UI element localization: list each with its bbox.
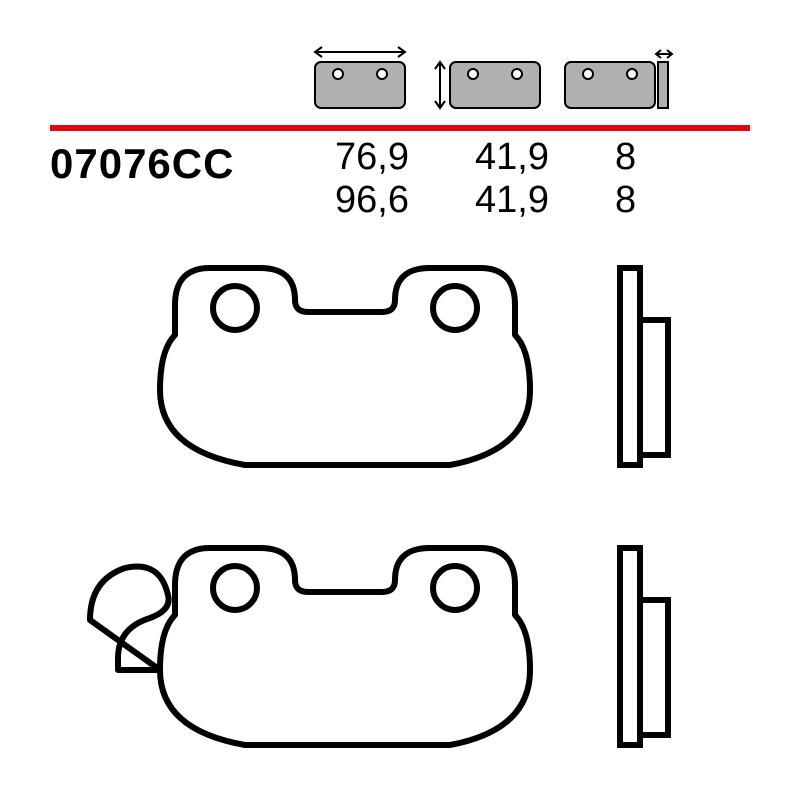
dim-width-2: 96,6 (335, 179, 475, 222)
dim-thick-2: 8 (615, 179, 675, 222)
dim-thick-1: 8 (615, 136, 675, 179)
pad-top-front (160, 268, 530, 465)
table-row: 96,6 41,9 8 (335, 179, 675, 222)
table-row: 76,9 41,9 8 (335, 136, 675, 179)
pad-bottom-front (90, 548, 530, 745)
thickness-dimension-icon (560, 44, 680, 110)
part-number: 07076CC (50, 140, 234, 188)
height-dimension-icon (430, 44, 550, 110)
dim-height-2: 41,9 (475, 179, 615, 222)
dim-height-1: 41,9 (475, 136, 615, 179)
pad-top-side (620, 268, 668, 465)
pad-bottom-side (620, 548, 668, 745)
dimension-table: 76,9 41,9 8 96,6 41,9 8 (335, 136, 675, 222)
dimension-icons-row (300, 40, 680, 110)
dim-width-1: 76,9 (335, 136, 475, 179)
brake-pad-drawing (60, 250, 740, 750)
separator-line (50, 118, 750, 124)
width-dimension-icon (300, 44, 420, 110)
